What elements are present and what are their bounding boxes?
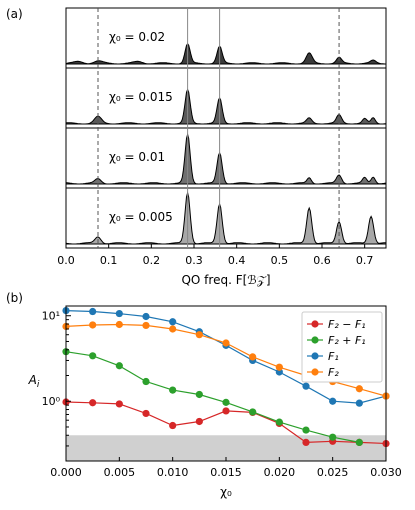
data-point bbox=[169, 386, 177, 394]
x-tick-label: 0.3 bbox=[185, 254, 203, 267]
series-label: χ₀ = 0.005 bbox=[109, 210, 173, 224]
data-point bbox=[142, 409, 150, 418]
legend-label: F₂ bbox=[328, 366, 339, 379]
data-point bbox=[275, 418, 283, 426]
data-point bbox=[142, 321, 150, 330]
data-point bbox=[142, 377, 150, 386]
x-tick-label: 0.015 bbox=[210, 466, 242, 479]
data-point bbox=[249, 353, 257, 361]
data-point bbox=[169, 325, 177, 333]
x-tick-label: 0.005 bbox=[104, 466, 136, 479]
legend-marker bbox=[311, 352, 319, 360]
data-point bbox=[89, 307, 97, 316]
series-label: χ₀ = 0.02 bbox=[109, 30, 165, 44]
data-point bbox=[329, 433, 337, 441]
data-point bbox=[115, 362, 123, 370]
data-point bbox=[222, 398, 230, 406]
legend-box bbox=[301, 311, 383, 383]
x-tick-label: 0.025 bbox=[317, 466, 349, 479]
data-point bbox=[89, 399, 97, 407]
legend-label: F₂ − F₁ bbox=[328, 318, 366, 331]
x-tick-label: 0.1 bbox=[100, 254, 118, 267]
x-tick-label: 0.7 bbox=[356, 254, 374, 267]
data-point bbox=[195, 417, 203, 426]
data-point bbox=[275, 363, 283, 371]
x-tick-label: 0.2 bbox=[143, 254, 161, 267]
data-point bbox=[115, 400, 123, 408]
panel-b: 0.000 0.005 0.010 0.015 0.020 0.025 0.030 10⁰ 1… bbox=[42, 305, 402, 479]
x-tick-label: 0.5 bbox=[271, 254, 289, 267]
x-tick-label: 0.4 bbox=[228, 254, 246, 267]
data-point bbox=[355, 385, 363, 393]
data-point bbox=[355, 399, 363, 407]
y-tick-label: 10¹ bbox=[42, 310, 60, 323]
panel-b-label: (b) bbox=[6, 291, 23, 305]
data-point bbox=[115, 320, 123, 329]
legend-marker bbox=[311, 320, 319, 328]
panel-a: 0.0 0.1 0.2 0.3 0.4 0.5 0.6 0.7 χ₀ = 0.02 χ₀ = 0… bbox=[57, 7, 387, 267]
data-point bbox=[329, 397, 337, 405]
series-label: χ₀ = 0.01 bbox=[109, 150, 165, 164]
data-point bbox=[355, 438, 363, 447]
data-point bbox=[89, 321, 97, 329]
y-tick-label: 10⁰ bbox=[42, 395, 61, 408]
data-point bbox=[195, 331, 203, 339]
x-tick-label: 0.6 bbox=[313, 254, 331, 267]
data-point bbox=[222, 407, 230, 415]
data-point bbox=[169, 421, 177, 430]
legend-marker bbox=[311, 368, 319, 376]
legend-label: F₂ + F₁ bbox=[328, 334, 366, 347]
data-point bbox=[142, 312, 150, 321]
data-point bbox=[115, 309, 123, 318]
x-tick-label: 0.000 bbox=[50, 466, 82, 479]
panel-b-ylabel: Ai bbox=[28, 373, 40, 390]
series-label: χ₀ = 0.015 bbox=[109, 90, 173, 104]
legend-label: F₁ bbox=[328, 350, 339, 363]
data-point bbox=[222, 339, 230, 347]
data-point bbox=[302, 438, 310, 447]
x-tick-label: 0.010 bbox=[157, 466, 189, 479]
x-tick-label: 0.020 bbox=[264, 466, 296, 479]
series-line bbox=[65, 351, 360, 443]
panel-a-label: (a) bbox=[6, 7, 23, 21]
legend-marker bbox=[311, 336, 319, 344]
data-point bbox=[302, 426, 310, 434]
x-tick-label: 0.030 bbox=[370, 466, 402, 479]
panel-b-xlabel: χ₀ bbox=[220, 485, 232, 499]
data-point bbox=[249, 408, 257, 416]
panel-a-xlabel: QO freq. F[ℬ𝒵] bbox=[181, 273, 270, 287]
data-point bbox=[169, 318, 177, 326]
data-point bbox=[302, 382, 310, 390]
x-tick-label: 0.0 bbox=[57, 254, 75, 267]
spectrum-area-1 bbox=[65, 42, 386, 65]
data-point bbox=[89, 352, 97, 360]
data-point bbox=[195, 390, 203, 399]
spectrum-area-4 bbox=[65, 190, 387, 245]
